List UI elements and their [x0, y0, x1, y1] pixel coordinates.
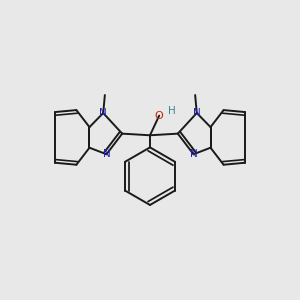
Text: N: N [99, 108, 107, 118]
Text: N: N [193, 108, 201, 118]
Text: O: O [155, 111, 164, 121]
Text: H: H [168, 106, 176, 116]
Text: N: N [103, 149, 110, 159]
Text: N: N [190, 149, 197, 159]
